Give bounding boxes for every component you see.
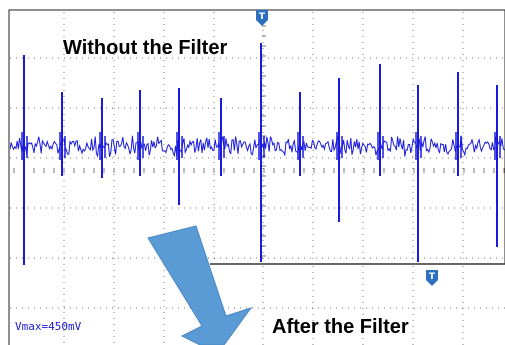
trigger-shape bbox=[426, 270, 438, 286]
arrow-shape bbox=[147, 225, 253, 345]
trigger-marker-icon: T bbox=[256, 10, 268, 26]
after-filter-label: After the Filter bbox=[272, 316, 409, 338]
down-arrow-icon bbox=[147, 225, 253, 345]
unfiltered-waveform bbox=[10, 43, 505, 265]
trigger-letter: T bbox=[429, 272, 436, 282]
trigger-marker-icon: T bbox=[426, 270, 438, 286]
noise-band bbox=[10, 135, 505, 158]
trigger-shape bbox=[256, 10, 268, 26]
without-filter-label: Without the Filter bbox=[63, 37, 228, 59]
filtered-panel-bg bbox=[210, 264, 505, 345]
vmax-readout: Vmax=450mV bbox=[15, 320, 82, 333]
trigger-letter: T bbox=[259, 12, 266, 22]
filtered-panel bbox=[210, 263, 505, 345]
